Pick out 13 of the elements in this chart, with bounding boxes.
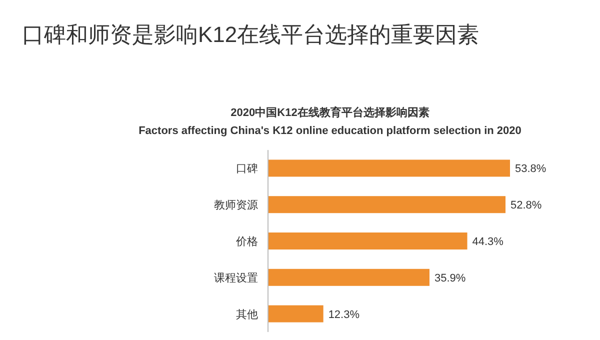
y-tick-label: 教师资源 (214, 200, 258, 212)
y-tick-label: 价格 (235, 236, 258, 248)
title: 口碑和师资是影响K12在线平台选择的重要因素 (22, 22, 480, 47)
text: Factors affecting China's K12 online education platform selection in 2020 (138, 125, 522, 137)
y-tick-label: 课程设置 (214, 272, 258, 284)
data-label: 35.9% (434, 272, 466, 284)
data-label: 52.8% (510, 200, 542, 212)
data-label: 44.3% (472, 236, 504, 248)
data-label: 12.3% (328, 308, 360, 321)
y-tick-label: 口碑 (236, 163, 258, 176)
y-tick-label: 其他 (236, 308, 258, 321)
data-label: 53.8% (515, 163, 546, 176)
chart-subtitle: 2020中国K12在线教育平台选择影响因素 (230, 106, 430, 119)
